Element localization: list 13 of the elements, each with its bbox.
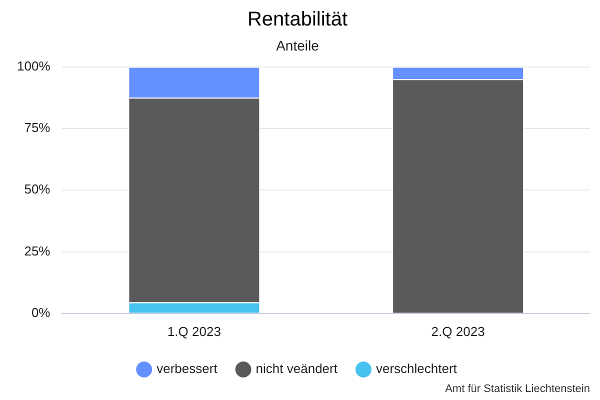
legend-label: verbessert: [156, 361, 218, 376]
chart-title: Rentabilität: [247, 8, 348, 31]
y-tick-label: 75%: [24, 120, 51, 136]
x-tick-label: 2.Q 2023: [431, 324, 485, 339]
y-tick-label: 0%: [31, 304, 51, 320]
y-tick-label: 50%: [24, 182, 51, 197]
x-tick-label: 1.Q 2023: [167, 324, 221, 339]
y-tick-label: 25%: [24, 243, 51, 258]
y-tick-label: 100%: [17, 58, 51, 74]
text: Amt für Statistik Liechtenstein: [445, 383, 590, 395]
legend-label: nicht veändert: [256, 361, 338, 376]
legend-label: verschlechtert: [376, 361, 458, 376]
chart-subtitle: Anteile: [276, 37, 320, 54]
